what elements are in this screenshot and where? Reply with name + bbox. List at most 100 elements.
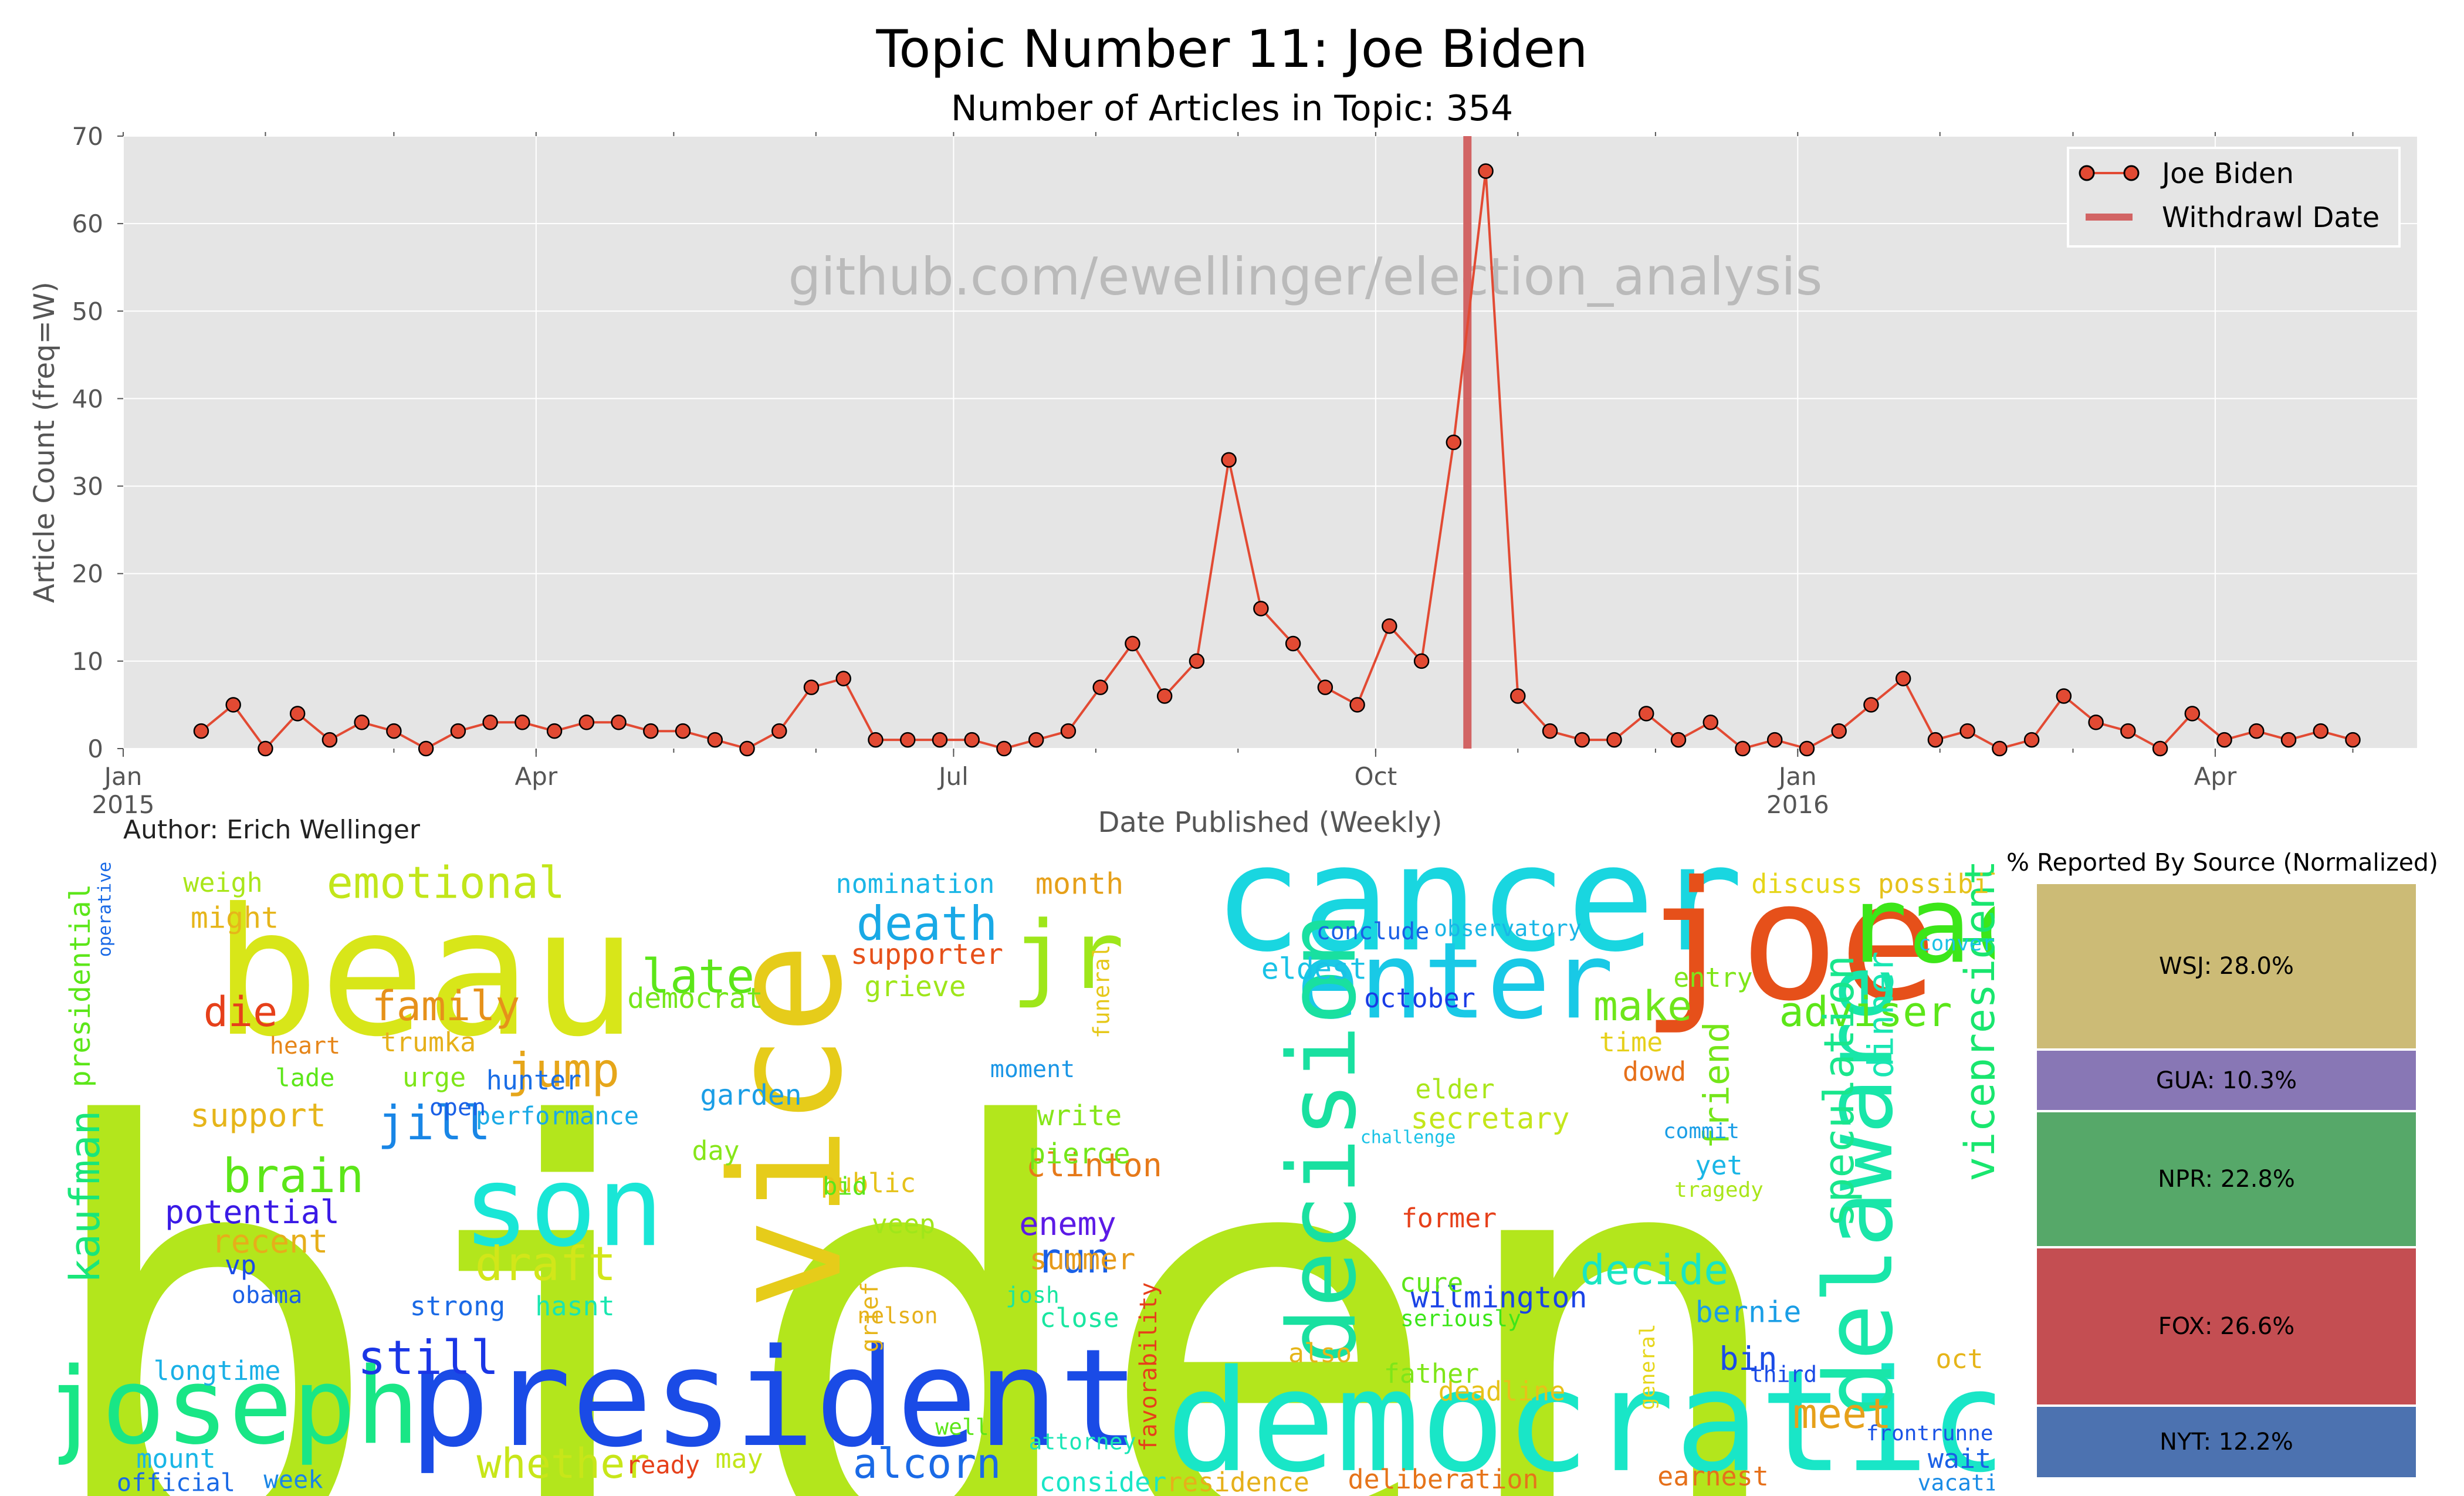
x-tick-label: Jan	[1777, 762, 1817, 791]
word-cloud-word: jill	[378, 1096, 491, 1150]
data-point	[1606, 732, 1622, 748]
word-cloud-word: cancer	[1213, 851, 1743, 984]
word-cloud-word: father	[1384, 1358, 1480, 1389]
word-cloud-word: make	[1593, 982, 1693, 1030]
word-cloud-word: performance	[476, 1102, 639, 1131]
legend-label-joe-biden: Joe Biden	[2160, 157, 2294, 190]
data-point	[1060, 723, 1077, 739]
word-cloud-word: hunter	[486, 1065, 582, 1096]
y-tick-label: 20	[72, 560, 103, 588]
word-cloud-word: decision	[1267, 912, 1377, 1365]
data-point	[1510, 688, 1526, 704]
data-point	[1766, 732, 1783, 748]
word-cloud-word: alcorn	[853, 1440, 1001, 1488]
word-cloud-word: jump	[507, 1043, 620, 1098]
word-cloud-word: recent	[212, 1223, 329, 1260]
source-segment-npr: NPR: 22.8%	[2036, 1111, 2417, 1247]
word-cloud-word: family	[372, 982, 520, 1030]
source-segment-label: WSJ: 28.0%	[2159, 953, 2294, 980]
word-cloud-word: hasnt	[535, 1291, 614, 1322]
word-cloud-word: bernie	[1695, 1295, 1802, 1329]
word-cloud-word: support	[190, 1096, 326, 1134]
word-cloud-word: late	[642, 949, 755, 1004]
word-cloud-word: moment	[990, 1056, 1075, 1083]
word-cloud-word: residence	[1166, 1467, 1309, 1496]
data-point	[193, 723, 209, 739]
x-tick-label: Apr	[515, 762, 557, 791]
word-cloud-word: garden	[700, 1079, 801, 1112]
y-tick-label: 70	[72, 122, 103, 151]
source-segment-label: NPR: 22.8%	[2158, 1165, 2295, 1193]
data-point	[1895, 671, 1911, 686]
data-point	[2152, 740, 2168, 757]
word-cloud-word: challenge	[1360, 1128, 1456, 1148]
word-cloud-word: enemy	[1019, 1205, 1116, 1243]
data-point	[1542, 723, 1558, 739]
data-point	[1478, 163, 1494, 179]
word-cloud-word: presidential	[64, 884, 97, 1088]
word-cloud-word: decide	[1580, 1246, 1729, 1294]
word-cloud-word: deliberation	[1348, 1464, 1538, 1495]
grid-lines	[123, 136, 2417, 749]
word-cloud-word: joseph	[59, 1345, 419, 1468]
source-segment-fox: FOX: 26.6%	[2036, 1247, 2417, 1406]
word-cloud-word: speculation	[1815, 955, 1863, 1227]
data-point	[2120, 723, 2136, 739]
word-cloud-word: josh	[1006, 1282, 1060, 1308]
data-point	[1221, 452, 1237, 468]
y-axis-label: Article Count (freq=W)	[28, 282, 61, 603]
word-cloud-word: earnest	[1657, 1461, 1769, 1492]
word-cloud-word: draft	[475, 1237, 617, 1291]
data-point	[1703, 715, 1718, 730]
word-cloud-word: time	[1599, 1027, 1663, 1058]
data-point	[1028, 732, 1044, 748]
word-cloud-word: dinner	[1861, 952, 1902, 1079]
data-point	[515, 715, 530, 730]
word-cloud-word: supporter	[851, 938, 1003, 971]
word-cloud-word: potential	[165, 1193, 340, 1231]
legend-box	[2067, 147, 2401, 248]
y-tick-label: 10	[72, 647, 103, 676]
data-point	[418, 740, 434, 757]
legend: Joe Biden Withdrawl Date	[2067, 147, 2401, 248]
y-tick-label: 30	[72, 472, 103, 501]
data-point	[546, 723, 563, 739]
x-tick-year-label: 2016	[1766, 790, 1829, 819]
word-cloud-word: month	[1035, 867, 1124, 901]
data-point	[1382, 618, 1397, 634]
data-point	[1253, 601, 1269, 617]
watermark-text: github.com/ewellinger/election_analysis	[788, 246, 1823, 307]
word-cloud-word: death	[857, 896, 998, 951]
data-point	[258, 740, 273, 757]
data-point	[1189, 653, 1205, 669]
x-tick-label: Apr	[2194, 762, 2237, 791]
word-cloud-word: funeral	[1089, 945, 1115, 1038]
source-segment-label: NYT: 12.2%	[2160, 1429, 2293, 1456]
word-cloud-word: ready	[626, 1451, 700, 1480]
data-point	[1799, 740, 1815, 757]
word-cloud-word: tragedy	[1674, 1178, 1764, 1202]
word-cloud-word: longtime	[154, 1355, 281, 1386]
source-segment-nyt: NYT: 12.2%	[2036, 1406, 2417, 1478]
word-cloud-word: discuss	[1751, 868, 1863, 899]
legend-marker-right	[2123, 165, 2140, 181]
series-layer	[193, 163, 2361, 757]
word-cloud-word: trumka	[381, 1027, 476, 1058]
data-point	[1992, 740, 2008, 757]
data-point	[1927, 732, 1944, 748]
word-cloud-word: nelson	[857, 1303, 937, 1329]
word-cloud-word: week	[263, 1465, 323, 1494]
data-point	[675, 723, 691, 739]
data-point	[1125, 635, 1140, 652]
data-point	[868, 732, 884, 748]
word-cloud-word: seriously	[1400, 1306, 1521, 1332]
word-cloud-word: entry	[1673, 962, 1752, 993]
y-tick-label: 0	[87, 735, 103, 763]
source-segment-label: FOX: 26.6%	[2158, 1312, 2295, 1340]
word-cloud-word: run	[1037, 1234, 1111, 1282]
word-cloud-word: bin	[1719, 1340, 1777, 1377]
y-tick-label: 50	[72, 297, 103, 326]
data-point	[482, 715, 498, 730]
